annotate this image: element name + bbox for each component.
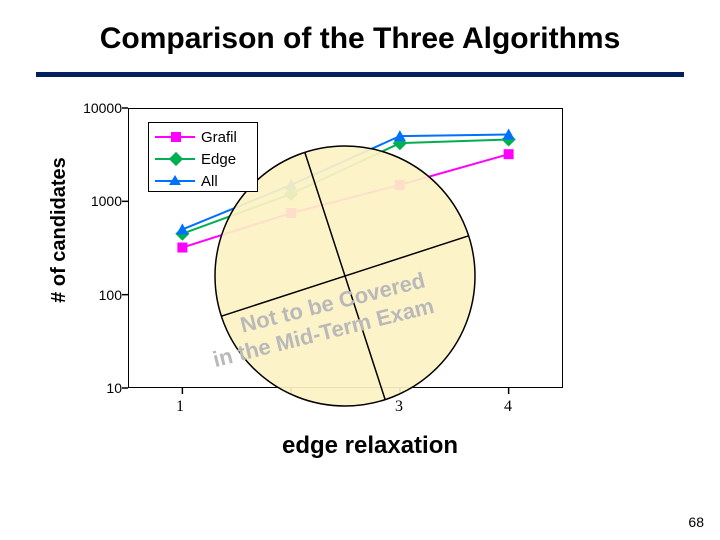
legend-swatch-grafil xyxy=(155,127,195,147)
overlay-svg xyxy=(0,0,720,540)
legend-swatch-all xyxy=(155,171,195,191)
legend-label-grafil: Grafil xyxy=(201,129,237,146)
legend-box: Grafil Edge All xyxy=(148,122,258,192)
legend-label-all: All xyxy=(201,173,218,190)
legend-swatch-edge xyxy=(155,149,195,169)
legend-item-all: All xyxy=(155,169,218,193)
page-number: 68 xyxy=(688,514,704,530)
legend-item-grafil: Grafil xyxy=(155,125,237,149)
legend-label-edge: Edge xyxy=(201,151,236,168)
legend-item-edge: Edge xyxy=(155,147,236,171)
